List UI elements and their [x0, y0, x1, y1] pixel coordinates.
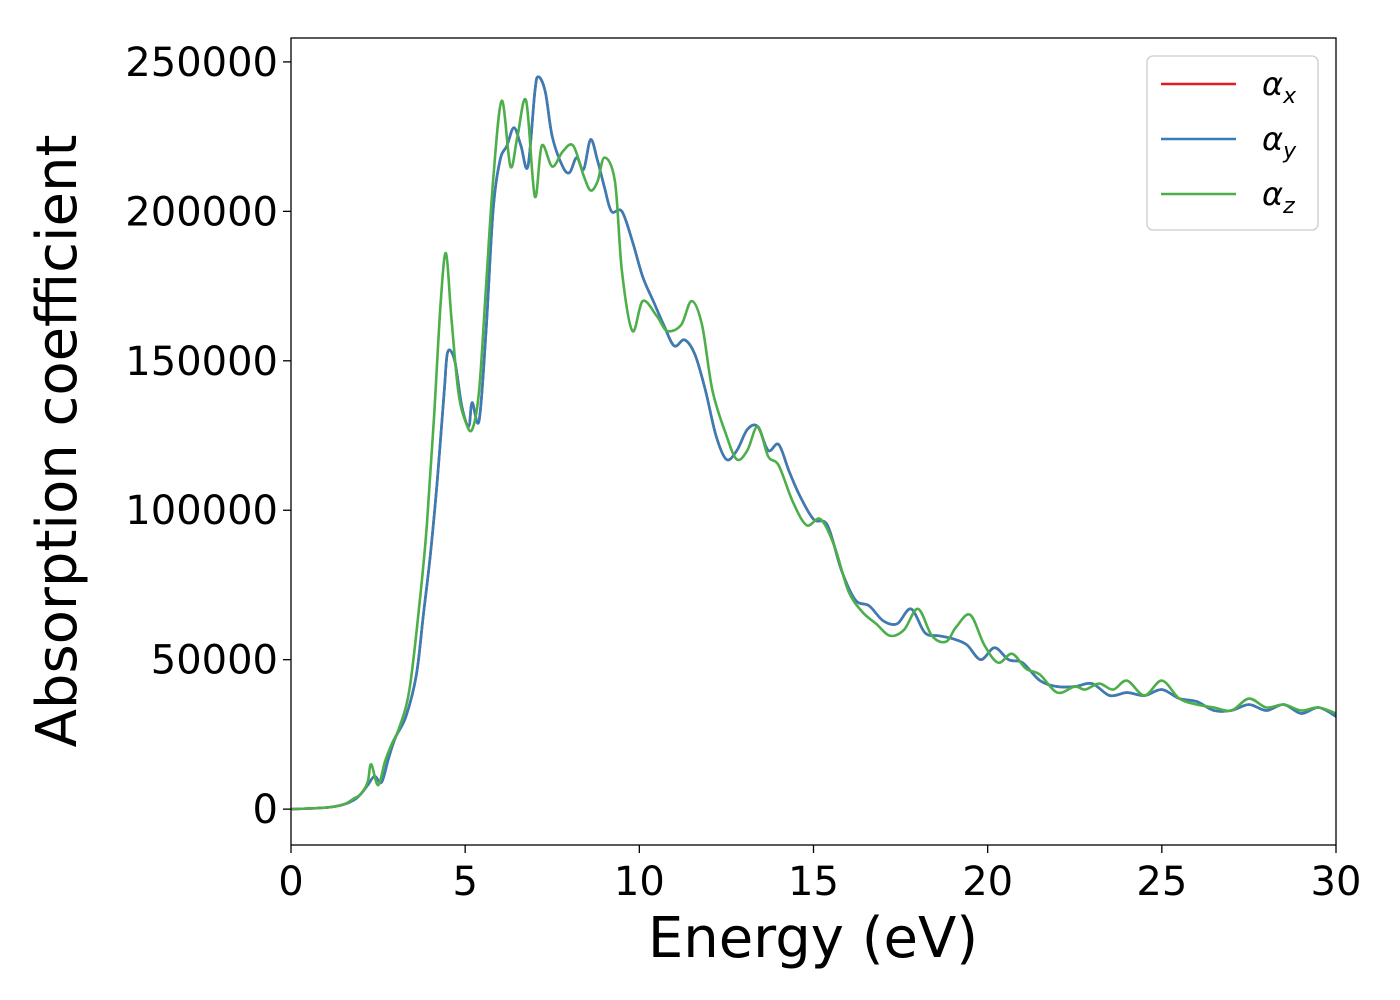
y-tick-label: 150000: [125, 339, 278, 385]
x-tick-label: 0: [278, 859, 303, 905]
series-line-y: [291, 75, 1336, 811]
x-tick-label: 20: [962, 859, 1013, 905]
legend-label-x: αx: [1262, 65, 1297, 109]
x-axis: 0 5 10 15 20 25 30: [278, 845, 1361, 905]
x-tick-label: 25: [1136, 859, 1187, 905]
y-axis-title: Absorption coefficient: [25, 135, 90, 748]
legend-box: [1146, 55, 1319, 231]
y-tick-label: 50000: [151, 638, 278, 684]
y-tick-label: 250000: [125, 40, 278, 86]
legend-subscript: x: [1282, 84, 1297, 109]
legend-subscript: y: [1282, 139, 1297, 164]
legend-label-y: αy: [1262, 120, 1297, 164]
series-line-z: [291, 97, 1336, 811]
legend-symbol: α: [1262, 120, 1283, 158]
legend-label-z: αz: [1262, 175, 1295, 219]
y-tick-label: 200000: [125, 189, 278, 235]
x-tick-label: 30: [1311, 859, 1362, 905]
y-tick-label: 0: [253, 787, 278, 833]
legend-symbol: α: [1262, 65, 1283, 103]
legend-subscript: z: [1282, 194, 1295, 219]
y-tick-label: 100000: [125, 488, 278, 534]
x-tick-label: 15: [788, 859, 839, 905]
x-tick-label: 5: [452, 859, 477, 905]
series-layer: [291, 75, 1336, 811]
y-axis: 0 50000 100000 150000 200000 250000: [125, 40, 291, 833]
legend-symbol: α: [1262, 175, 1283, 213]
x-tick-label: 10: [614, 859, 665, 905]
x-axis-title: Energy (eV): [648, 906, 978, 971]
